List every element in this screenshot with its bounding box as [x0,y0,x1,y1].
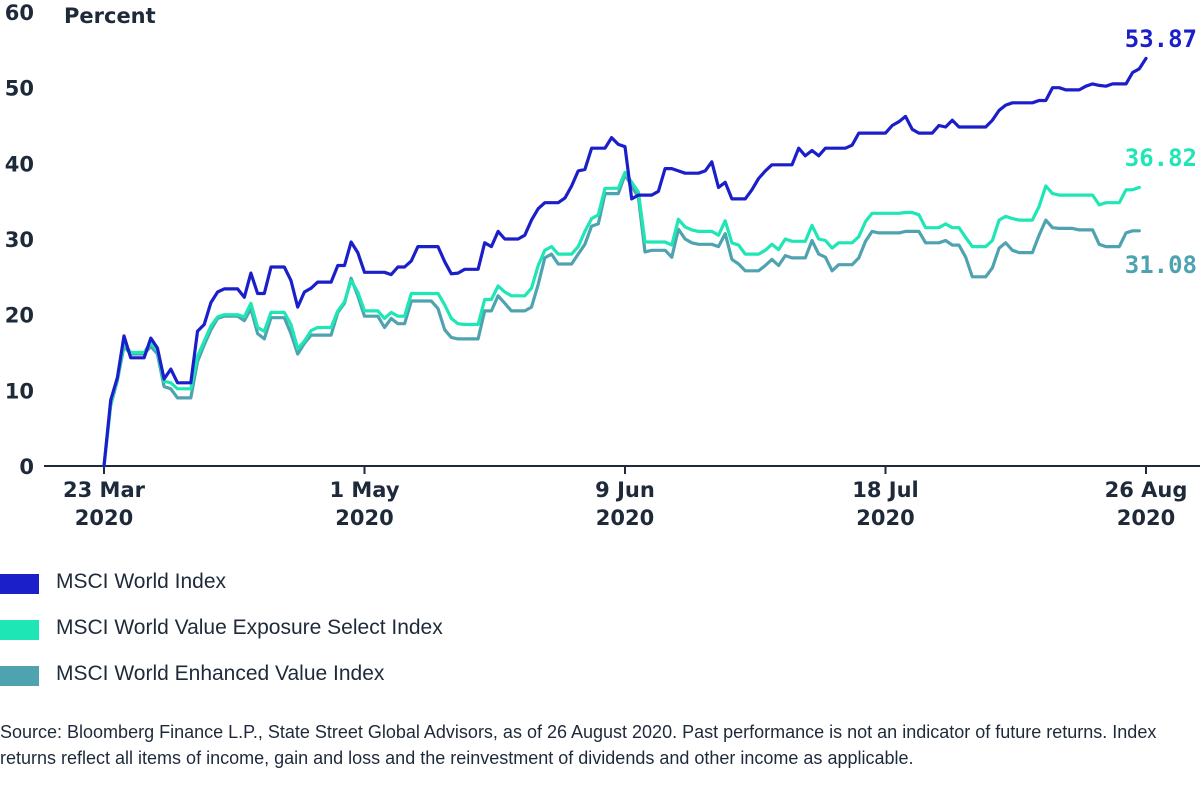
x-tick-year: 2020 [596,506,654,530]
series-line-msci-world [102,56,1148,468]
legend-swatch-enhanced-value [0,666,39,686]
y-tick-label: 20 [5,304,34,328]
series-group [102,56,1148,468]
x-tick-label: 26 Aug [1105,478,1188,502]
y-axis-label: Percent [64,4,156,28]
y-tick-label: 40 [5,152,34,176]
legend-label-value-exposure: MSCI World Value Exposure Select Index [56,616,443,639]
y-tick-label: 30 [5,228,34,252]
legend-label-msci-world: MSCI World Index [56,570,226,593]
line-chart: Percent 0 10 20 30 40 50 60 23 Mar 2020 1 May 202… [5,1,1200,530]
x-tick-year: 2020 [1117,506,1175,530]
legend-label-enhanced-value: MSCI World Enhanced Value Index [56,662,385,685]
x-tick-year: 2020 [335,506,393,530]
end-label-msci-world: 53.87 [1125,25,1197,53]
x-tick-label: 1 May [329,478,399,502]
y-tick-label: 50 [5,77,34,101]
end-label-enhanced-value: 31.08 [1125,251,1197,279]
y-tick-label: 60 [5,1,34,25]
y-axis: 0 10 20 30 40 50 60 [5,1,34,479]
end-label-value-exposure: 36.82 [1125,144,1197,172]
series-line-enhanced-value [102,173,1141,468]
y-tick-label: 0 [19,455,34,479]
x-tick-label: 9 Jun [595,478,655,502]
x-axis: 23 Mar 2020 1 May 2020 9 Jun 2020 18 Jul 2020 26… [44,465,1200,530]
x-tick-label: 23 Mar [63,478,146,502]
y-tick-label: 10 [5,379,34,403]
end-labels: 53.87 36.82 31.08 [1125,25,1197,279]
source-note: Source: Bloomberg Finance L.P., State St… [0,722,1157,768]
x-tick-year: 2020 [856,506,914,530]
series-line-value-exposure [102,170,1141,468]
x-tick-label: 18 Jul [852,478,919,502]
x-tick-year: 2020 [75,506,133,530]
legend-swatch-msci-world [0,574,39,594]
legend-swatch-value-exposure [0,620,39,640]
